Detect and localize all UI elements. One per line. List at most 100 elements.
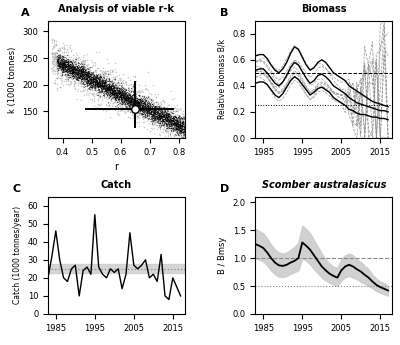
Point xyxy=(156,121,163,127)
Point xyxy=(90,79,97,84)
Point xyxy=(178,125,184,131)
Point xyxy=(85,78,92,83)
Point xyxy=(118,92,124,98)
Point xyxy=(121,92,128,98)
Point xyxy=(86,73,92,79)
Point xyxy=(79,70,85,76)
Point xyxy=(177,118,184,124)
Point xyxy=(96,86,102,92)
Point xyxy=(78,68,84,73)
Point xyxy=(72,72,78,78)
Point xyxy=(160,114,167,120)
Point xyxy=(141,96,147,101)
Point xyxy=(122,94,129,100)
Point xyxy=(138,103,145,109)
Point xyxy=(122,87,129,93)
Point xyxy=(57,47,63,52)
Point xyxy=(49,68,55,73)
Point xyxy=(130,101,136,106)
Point xyxy=(55,70,61,76)
Point xyxy=(84,73,90,79)
Point xyxy=(94,83,100,89)
Point xyxy=(78,77,85,82)
Point xyxy=(82,74,88,80)
Point xyxy=(68,69,74,75)
Point xyxy=(112,87,118,93)
Point xyxy=(168,115,174,120)
Point xyxy=(145,108,152,113)
Point xyxy=(168,108,174,113)
Point xyxy=(111,88,117,93)
Point xyxy=(92,78,98,84)
Point xyxy=(132,95,139,100)
Point xyxy=(174,119,180,124)
Point xyxy=(177,122,184,128)
Point xyxy=(173,121,180,127)
Point xyxy=(93,70,99,75)
Point xyxy=(53,42,59,48)
Point xyxy=(150,121,157,127)
Point xyxy=(131,102,137,107)
Point xyxy=(121,91,127,97)
Point xyxy=(147,98,154,103)
Point xyxy=(81,75,87,80)
Point xyxy=(117,107,124,112)
Point xyxy=(181,124,187,130)
Point xyxy=(108,95,114,101)
Point xyxy=(181,128,187,134)
Point xyxy=(109,81,115,87)
Point xyxy=(163,125,170,130)
Point xyxy=(118,93,124,99)
Point xyxy=(60,61,67,67)
Title: Scomber australasicus: Scomber australasicus xyxy=(262,180,386,190)
Point xyxy=(149,115,155,120)
Point xyxy=(113,90,120,95)
Point xyxy=(104,86,110,91)
Point xyxy=(110,82,116,88)
Point xyxy=(88,71,94,77)
Point xyxy=(60,65,67,70)
Point xyxy=(102,84,108,89)
Point xyxy=(60,62,66,67)
Point xyxy=(156,117,162,123)
Point xyxy=(126,98,132,104)
Point xyxy=(140,115,146,120)
Point xyxy=(102,82,109,88)
Point xyxy=(107,94,113,99)
Point xyxy=(161,118,168,124)
Point xyxy=(146,105,152,110)
Point xyxy=(106,78,112,83)
Point xyxy=(119,90,125,96)
Point xyxy=(83,80,90,86)
Point xyxy=(173,122,179,128)
Point xyxy=(158,109,164,115)
Point xyxy=(105,87,112,92)
Point xyxy=(145,95,152,100)
Point xyxy=(110,77,117,82)
Point xyxy=(180,127,187,132)
Point xyxy=(144,111,150,116)
Point xyxy=(72,71,79,77)
Point xyxy=(90,79,97,84)
Point xyxy=(77,71,83,77)
Point xyxy=(96,102,102,108)
Point xyxy=(104,87,110,93)
Point xyxy=(174,118,180,124)
Point xyxy=(117,90,123,96)
Point xyxy=(101,68,108,74)
Point xyxy=(98,77,104,83)
Point xyxy=(91,82,97,88)
Point xyxy=(156,119,162,124)
Point xyxy=(141,93,147,99)
Point xyxy=(52,71,59,77)
Point xyxy=(165,102,172,108)
Point xyxy=(109,105,115,110)
Point xyxy=(77,64,84,70)
Point xyxy=(81,76,88,81)
Point xyxy=(177,128,184,134)
Point xyxy=(106,82,112,88)
Point xyxy=(89,97,95,103)
Point xyxy=(141,107,147,113)
Point xyxy=(58,60,64,66)
Point xyxy=(104,86,110,91)
